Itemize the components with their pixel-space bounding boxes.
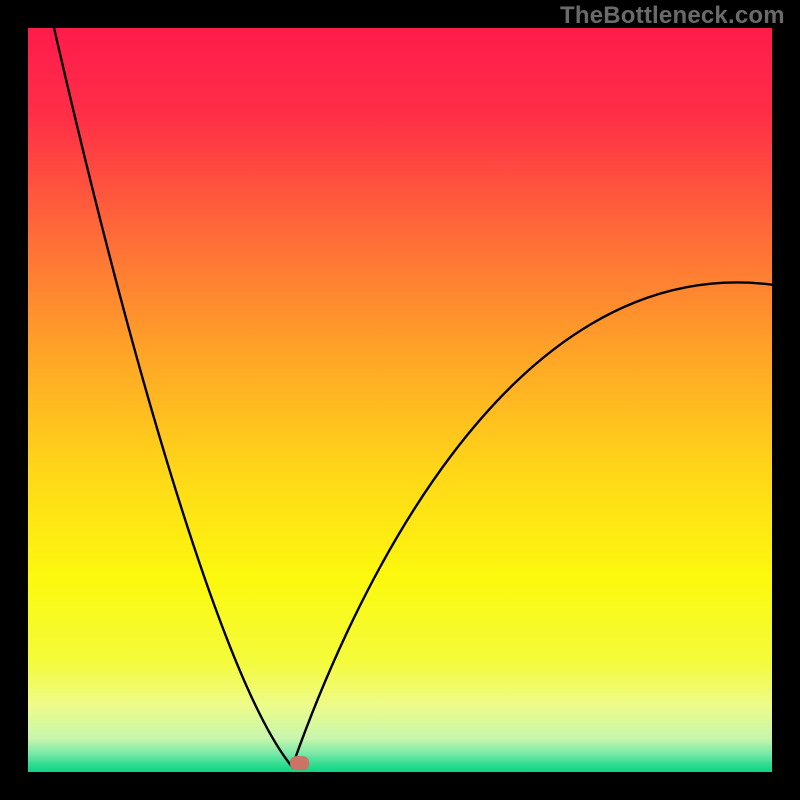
min-marker [290,756,309,770]
plot-area [0,0,800,800]
plot-background [28,28,772,772]
watermark-text: TheBottleneck.com [560,2,785,30]
